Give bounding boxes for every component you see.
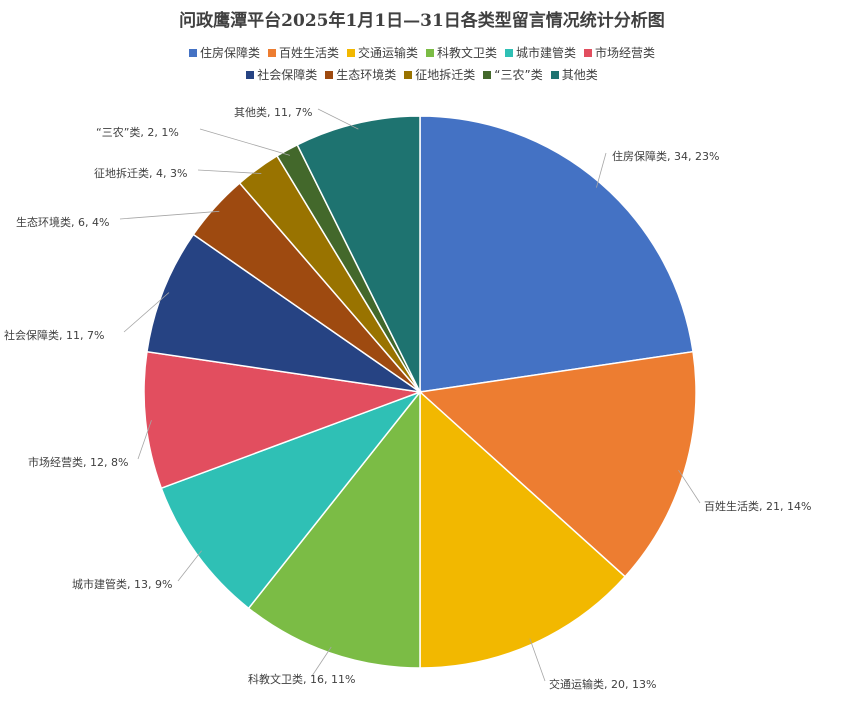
legend-item: 市场经营类 xyxy=(584,44,655,61)
pie-slice xyxy=(146,233,421,393)
legend-label: 生态环境类 xyxy=(336,68,397,82)
data-label: 征地拆迁类, 4, 3% xyxy=(94,166,187,180)
legend-item: 社会保障类 xyxy=(246,66,317,83)
legend-swatch xyxy=(404,70,413,79)
data-label: 城市建管类, 13, 9% xyxy=(72,577,172,591)
legend-item: 生态环境类 xyxy=(325,66,396,83)
legend-swatch xyxy=(426,48,434,57)
data-label: 交通运输类, 20, 13% xyxy=(549,677,656,691)
data-label: 社会保障类, 11, 7% xyxy=(4,328,104,342)
legend-item: 其他类 xyxy=(550,66,598,83)
legend-row-2: 社会保障类 生态环境类 征地拆迁类 “三农”类 其他类 xyxy=(0,66,844,83)
legend-label: 交通运输类 xyxy=(357,46,418,60)
legend-swatch xyxy=(584,48,593,57)
leader-line xyxy=(529,638,546,682)
pie-slice xyxy=(419,390,627,669)
legend-item: 住房保障类 xyxy=(188,44,260,61)
data-label: 科教文卫类, 16, 11% xyxy=(248,672,355,686)
leader-line xyxy=(317,108,359,130)
leader-line xyxy=(177,550,202,582)
data-label: “三农”类, 2, 1% xyxy=(96,125,179,139)
legend-item: 科教文卫类 xyxy=(426,44,497,61)
legend-swatch xyxy=(483,70,492,79)
legend-swatch xyxy=(325,70,334,79)
pie-slice xyxy=(418,350,697,578)
legend-swatch xyxy=(267,48,276,57)
legend-item: 征地拆迁类 xyxy=(404,66,475,83)
legend-label: “三农”类 xyxy=(494,68,543,82)
data-label: 市场经营类, 12, 8% xyxy=(28,455,128,469)
legend-label: 科教文卫类 xyxy=(437,46,498,60)
legend-label: 征地拆迁类 xyxy=(415,68,476,82)
leader-line xyxy=(137,420,152,460)
legend-item: “三农”类 xyxy=(483,66,543,83)
data-label: 百姓生活类, 21, 14% xyxy=(704,499,811,513)
legend-label: 住房保障类 xyxy=(199,46,260,60)
legend-swatch xyxy=(505,48,514,57)
pie-slice xyxy=(247,389,421,669)
legend-item: 城市建管类 xyxy=(505,44,576,61)
legend-label: 城市建管类 xyxy=(516,46,577,60)
legend-item: 交通运输类 xyxy=(346,44,418,61)
leader-line xyxy=(123,292,170,333)
legend-swatch xyxy=(246,70,255,79)
pie-slice xyxy=(160,390,423,610)
pie-slice xyxy=(419,115,694,393)
leader-line xyxy=(311,646,332,677)
chart-title: 问政鹰潭平台2025年1月1日—31日各类型留言情况统计分析图 xyxy=(179,11,665,31)
legend-label: 其他类 xyxy=(561,68,598,82)
legend-label: 百姓生活类 xyxy=(278,46,339,60)
legend-label: 社会保障类 xyxy=(257,68,318,82)
leader-line xyxy=(119,210,220,220)
pie-slice xyxy=(296,115,421,393)
legend-row-1: 住房保障类 百姓生活类 交通运输类 科教文卫类 城市建管类 市场经营类 xyxy=(0,44,844,61)
legend-swatch xyxy=(550,70,559,79)
data-label: 生态环境类, 6, 4% xyxy=(16,215,109,229)
data-label: 其他类, 11, 7% xyxy=(234,105,312,119)
leader-line xyxy=(199,128,291,156)
leader-line xyxy=(596,152,607,188)
legend-label: 市场经营类 xyxy=(595,46,656,60)
legend-item: 百姓生活类 xyxy=(267,44,339,61)
legend-swatch xyxy=(188,48,197,57)
leader-line xyxy=(678,469,701,504)
data-label: 住房保障类, 34, 23% xyxy=(612,149,719,163)
legend-swatch xyxy=(346,48,355,57)
pie-slice xyxy=(143,350,421,490)
leader-line xyxy=(197,169,262,174)
